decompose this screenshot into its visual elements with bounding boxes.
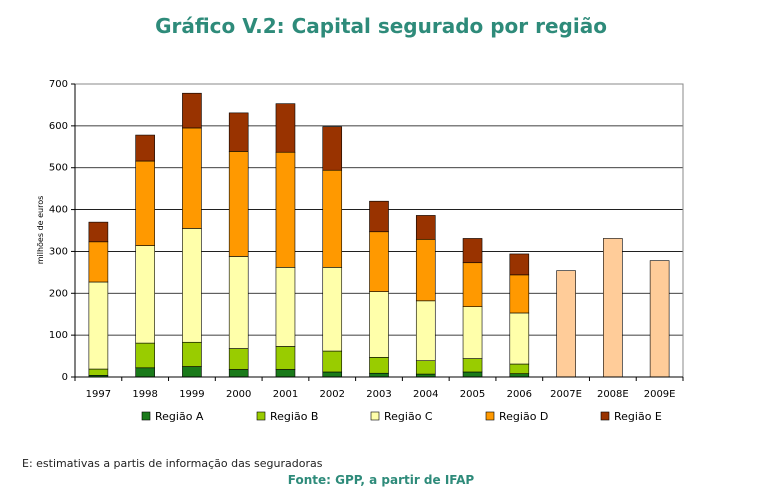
legend-swatch — [256, 411, 266, 421]
bar-segment-regiao-a — [322, 371, 343, 378]
bar-segment-regiao-e — [275, 103, 296, 153]
x-tick-label: 2004 — [413, 389, 438, 400]
x-tick-label: 2003 — [366, 389, 391, 400]
bar-segment-regiao-e — [322, 126, 343, 171]
x-tick-label: 2001 — [273, 389, 298, 400]
x-tick-label: 1999 — [179, 389, 204, 400]
bar-segment-regiao-b — [462, 358, 483, 373]
bar-segment-regiao-d — [462, 262, 483, 307]
footnote: E: estimativas a partis de informação da… — [22, 457, 323, 470]
bar-segment-regiao-c — [275, 267, 296, 347]
y-tick-label: 200 — [49, 288, 68, 299]
bar-segment-regiao-b — [135, 342, 155, 369]
y-tick-label: 600 — [49, 121, 68, 132]
legend: Região A Região B Região C Região D Região E — [141, 410, 662, 423]
y-tick-label: 500 — [49, 163, 68, 174]
bar-segment-regiao-b — [369, 357, 389, 374]
x-tick-label: 1998 — [132, 389, 157, 400]
bar-segment-regiao-d — [228, 151, 249, 257]
bar-segment-regiao-d — [509, 274, 530, 314]
x-tick-label: 2000 — [226, 389, 251, 400]
bar-segment-regiao-b — [228, 348, 249, 370]
y-tick-label: 400 — [49, 205, 68, 216]
bar-segment-regiao-b — [509, 363, 530, 374]
x-tick-label: 2007E — [550, 389, 582, 400]
legend-swatch — [600, 411, 610, 421]
x-tick-label: 1997 — [86, 389, 111, 400]
legend-swatch — [370, 411, 380, 421]
bar-segment-regiao-c — [462, 306, 483, 359]
bar-segment-regiao-b — [88, 368, 109, 376]
x-tick-label: 2008E — [597, 389, 629, 400]
bar-segment-regiao-d — [182, 127, 202, 229]
source-note: Fonte: GPP, a partir de IFAP — [287, 473, 475, 487]
bar-segment-regiao-e — [509, 253, 530, 276]
bars — [88, 92, 670, 378]
bar-segment-regiao-c — [509, 312, 530, 365]
y-tick-label: 300 — [49, 246, 68, 257]
y-tick-label: 100 — [49, 330, 68, 341]
legend-label: Região A — [155, 410, 204, 423]
bar-segment-regiao-b — [415, 360, 436, 375]
bar-segment-regiao-e — [228, 112, 249, 152]
x-tick-label: 2009E — [644, 389, 676, 400]
legend-swatch — [141, 411, 151, 421]
bar-estimate — [603, 238, 623, 378]
bar-segment-regiao-d — [415, 238, 436, 302]
axes — [74, 83, 684, 378]
x-tick-labels: 1997 1998 1999 2000 2001 2002 2003 2004 2005 2006… — [74, 377, 684, 400]
legend-label: Região C — [384, 410, 433, 423]
bar-segment-regiao-e — [135, 134, 155, 162]
y-tick-labels: 0 100 200 300 400 500 600 700 — [49, 79, 75, 383]
bar-segment-regiao-a — [275, 369, 296, 378]
bar-estimate — [649, 260, 670, 378]
bar-segment-regiao-d — [135, 160, 155, 246]
bar-segment-regiao-b — [182, 341, 202, 367]
bar-segment-regiao-a — [509, 373, 530, 378]
legend-label: Região B — [270, 410, 318, 423]
bar-segment-regiao-e — [369, 200, 389, 233]
y-axis-label: milhões de euros — [36, 196, 45, 265]
bar-segment-regiao-d — [369, 231, 389, 292]
legend-swatch — [485, 411, 495, 421]
bar-segment-regiao-c — [322, 267, 343, 352]
bar-segment-regiao-b — [275, 346, 296, 370]
legend-label: Região D — [499, 410, 548, 423]
bar-segment-regiao-d — [322, 169, 343, 268]
bar-segment-regiao-a — [182, 366, 202, 378]
bar-segment-regiao-e — [415, 215, 436, 240]
bar-segment-regiao-c — [88, 281, 109, 370]
stacked-bar-chart: 0 100 200 300 400 500 600 700 1997 1998 1999 2000 2… — [36, 79, 684, 423]
bar-segment-regiao-d — [88, 241, 109, 283]
chart-title: Gráfico V.2: Capital segurado por região — [155, 14, 607, 38]
bar-segment-regiao-a — [369, 372, 389, 378]
bar-segment-regiao-a — [135, 367, 155, 378]
bar-segment-regiao-a — [228, 369, 249, 378]
bar-segment-regiao-d — [275, 151, 296, 268]
bar-segment-regiao-b — [322, 350, 343, 373]
y-tick-label: 0 — [62, 372, 68, 383]
x-tick-label: 2005 — [460, 389, 485, 400]
bar-segment-regiao-e — [88, 221, 109, 243]
x-tick-label: 2002 — [320, 389, 345, 400]
x-tick-label: 2006 — [507, 389, 532, 400]
bar-segment-regiao-c — [415, 300, 436, 361]
bar-segment-regiao-c — [228, 256, 249, 349]
bar-segment-regiao-a — [462, 371, 483, 378]
bar-segment-regiao-e — [462, 238, 483, 264]
bar-segment-regiao-c — [135, 245, 155, 344]
bar-segment-regiao-c — [182, 228, 202, 343]
bar-segment-regiao-c — [369, 291, 389, 358]
legend-label: Região E — [614, 410, 662, 423]
bar-segment-regiao-e — [182, 92, 202, 129]
bar-estimate — [556, 270, 576, 378]
y-tick-label: 700 — [49, 79, 68, 90]
